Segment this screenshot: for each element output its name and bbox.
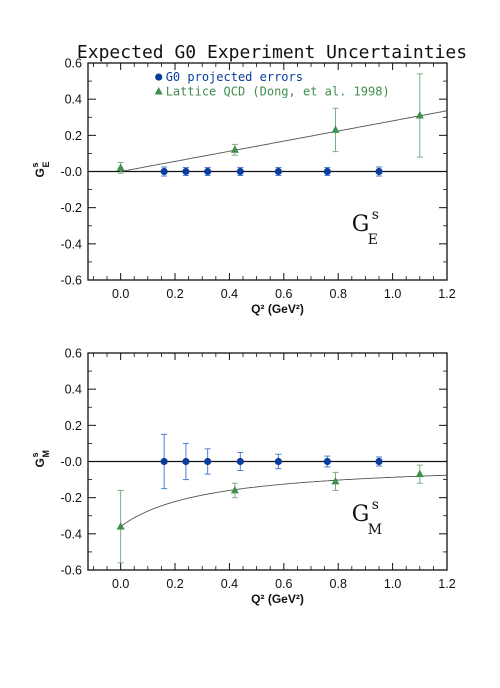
y-axis-label: Gs E xyxy=(30,161,51,177)
x-tick-label: 0.6 xyxy=(275,577,292,591)
x-tick-label: 0.2 xyxy=(166,287,183,301)
data-point-lattice xyxy=(331,125,340,133)
data-point-g0 xyxy=(323,457,331,466)
data-point-g0 xyxy=(236,167,244,176)
fit-curve xyxy=(120,110,448,172)
panel-annotation-sub: E xyxy=(368,232,378,248)
panel-annotation-sup: s xyxy=(372,497,379,513)
y-tick-label: -0.0 xyxy=(60,455,82,469)
panel-annotation-sub: M xyxy=(368,522,382,538)
legend-marker-lattice xyxy=(154,87,163,95)
y-tick-label: 0.4 xyxy=(65,93,82,107)
y-tick-label: 0.2 xyxy=(65,419,82,433)
data-point-g0 xyxy=(204,457,212,466)
y-tick-label: 0.4 xyxy=(65,383,82,397)
y-tick-label: 0.6 xyxy=(65,347,82,361)
y-tick-label: -0.2 xyxy=(60,491,82,505)
data-point-g0 xyxy=(274,457,282,466)
data-point-g0 xyxy=(375,457,383,466)
x-tick-label: 0.2 xyxy=(166,577,183,591)
y-axis-label: Gs M xyxy=(30,450,51,468)
x-tick-label: 0.4 xyxy=(221,287,238,301)
data-point-g0 xyxy=(160,167,168,176)
panel-annotation-sup: s xyxy=(372,207,379,223)
y-axis-label-sup: s xyxy=(30,162,40,167)
x-tick-label: 1.2 xyxy=(438,577,455,591)
data-point-lattice xyxy=(415,469,424,478)
y-axis-label-sub: E xyxy=(41,161,51,167)
x-axis-label: Q² (GeV²) xyxy=(251,302,304,316)
y-tick-label: 0.2 xyxy=(65,129,82,143)
y-tick-label: -0.0 xyxy=(60,165,82,179)
y-tick-label: -0.4 xyxy=(60,527,82,541)
legend-label-lattice: Lattice QCD (Dong, et al. 1998) xyxy=(166,85,390,99)
x-tick-label: 0.0 xyxy=(112,287,129,301)
y-axis-label-main: G xyxy=(33,458,47,467)
y-tick-label: -0.6 xyxy=(60,564,82,578)
y-tick-label: -0.2 xyxy=(60,201,82,215)
data-point-g0 xyxy=(274,167,282,176)
panel-gm: 0.0 0.2 0.4 0.6 0.8 1.0 1.2 0.6 0.4 0.2 -0.0 -0.2 -0… xyxy=(30,347,456,607)
y-axis-label-sup: s xyxy=(30,452,40,457)
x-tick-label: 1.0 xyxy=(384,577,401,591)
chart-title: Expected G0 Experiment Uncertainties xyxy=(77,42,467,63)
y-axis-label-sub: M xyxy=(41,450,51,458)
data-point-g0 xyxy=(375,167,383,176)
x-axis-label: Q² (GeV²) xyxy=(251,592,304,606)
data-point-g0 xyxy=(160,457,168,466)
legend-label-g0: G0 projected errors xyxy=(166,70,303,84)
panel-annotation-main: G xyxy=(352,212,370,237)
data-point-lattice xyxy=(331,476,340,485)
data-point-lattice xyxy=(116,163,125,171)
x-tick-label: 1.0 xyxy=(384,287,401,301)
legend-marker-g0 xyxy=(155,73,163,81)
data-point-lattice xyxy=(230,145,239,153)
data-point-g0 xyxy=(182,457,190,466)
fit-curve xyxy=(120,474,448,527)
data-point-g0 xyxy=(204,167,212,176)
x-tick-label: 0.8 xyxy=(330,577,347,591)
data-point-lattice xyxy=(415,110,424,119)
data-point-g0 xyxy=(323,167,331,176)
panel-annotation-main: G xyxy=(352,502,370,527)
y-tick-label: -0.4 xyxy=(60,237,82,251)
y-tick-label: 0.6 xyxy=(65,57,82,71)
data-point-g0 xyxy=(182,167,190,176)
x-tick-label: 1.2 xyxy=(438,287,455,301)
data-point-g0 xyxy=(236,457,244,466)
x-tick-label: 0.4 xyxy=(221,577,238,591)
x-tick-label: 0.6 xyxy=(275,287,292,301)
panel-ge: 0.0 0.2 0.4 0.6 0.8 1.0 1.2 0.6 0.4 0.2 -0.0 -0.2 -0… xyxy=(30,57,456,317)
data-point-lattice xyxy=(230,485,239,494)
y-axis-label-main: G xyxy=(33,168,47,177)
x-tick-label: 0.8 xyxy=(330,287,347,301)
y-tick-label: -0.6 xyxy=(60,274,82,288)
x-tick-label: 0.0 xyxy=(112,577,129,591)
data-point-lattice xyxy=(116,522,125,530)
